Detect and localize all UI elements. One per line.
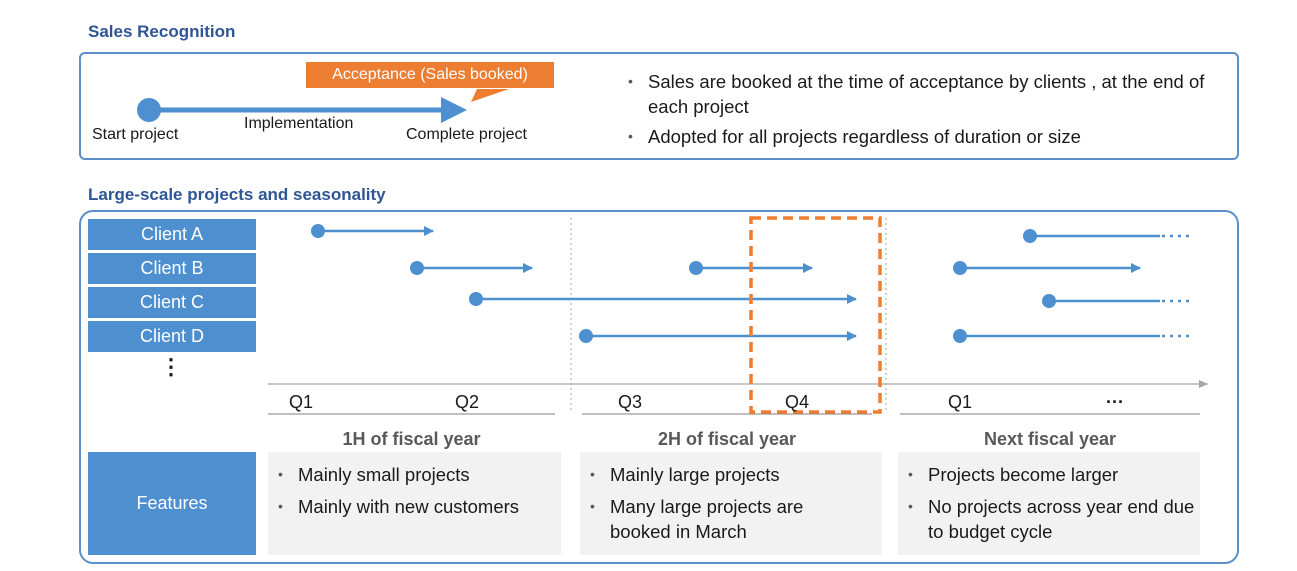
- start-project-dot: [137, 98, 161, 122]
- bullet-text: Sales are booked at the time of acceptan…: [648, 71, 1205, 117]
- client-label: Client B: [88, 253, 256, 284]
- project-start-dot: [1042, 294, 1056, 308]
- project-start-dot: [410, 261, 424, 275]
- feature-text: Mainly large projects: [610, 464, 780, 485]
- features-label: Features: [88, 452, 256, 555]
- quarter-label: Q1: [289, 392, 314, 412]
- feature-item: • No projects across year end due to budg…: [908, 494, 1200, 544]
- bullet-dot-icon: •: [590, 498, 595, 514]
- seasonality-panel: [79, 210, 1239, 564]
- quarter-label: Q1: [948, 392, 973, 412]
- project-start-dot: [689, 261, 703, 275]
- client-label: Client A: [88, 219, 256, 250]
- project-start-dot: [579, 329, 593, 343]
- project-timeline-diagram: [137, 89, 509, 123]
- bullet-dot-icon: •: [590, 466, 595, 482]
- feature-item: • Mainly with new customers: [278, 494, 561, 519]
- bullet-dot-icon: •: [628, 128, 633, 144]
- period-label: 1H of fiscal year: [342, 429, 481, 449]
- sales-recognition-title: Sales Recognition: [88, 22, 236, 41]
- feature-item: • Mainly large projects: [590, 462, 882, 487]
- project-start-dot: [953, 329, 967, 343]
- feature-item: • Mainly small projects: [278, 462, 561, 487]
- complete-project-label: Complete project: [406, 126, 527, 143]
- period-label: 2H of fiscal year: [657, 429, 797, 449]
- project-start-dot: [953, 261, 967, 275]
- bullet-dot-icon: •: [908, 466, 913, 482]
- feature-text: Mainly small projects: [298, 464, 470, 485]
- features-box-next-year: • Projects become larger • No projects acr…: [898, 452, 1200, 555]
- bullet-item: • Adopted for all projects regardless of …: [626, 124, 1226, 149]
- features-box-2h: • Mainly large projects • Many large proje…: [580, 452, 882, 555]
- quarter-label: Q3: [618, 392, 643, 412]
- feature-text: No projects across year end due to budge…: [928, 496, 1195, 542]
- bullet-dot-icon: •: [628, 73, 633, 89]
- q4-highlight-box: [749, 216, 882, 414]
- feature-text: Many large projects are booked in March: [610, 496, 804, 542]
- sales-recognition-panel: [79, 52, 1239, 160]
- acceptance-callout: Acceptance (Sales booked): [306, 62, 554, 88]
- project-start-dot: [311, 224, 325, 238]
- client-label: Client D: [88, 321, 256, 352]
- bullet-dot-icon: •: [278, 498, 283, 514]
- seasonality-title: Large-scale projects and seasonality: [88, 185, 386, 204]
- quarter-label: ···: [1106, 392, 1124, 412]
- feature-item: • Many large projects are booked in March: [590, 494, 840, 544]
- quarter-label: Q2: [455, 392, 480, 412]
- bullet-dot-icon: •: [908, 498, 913, 514]
- feature-text: Projects become larger: [928, 464, 1119, 485]
- implementation-label: Implementation: [244, 115, 354, 132]
- bullet-text: Adopted for all projects regardless of d…: [648, 126, 1081, 147]
- bullet-dot-icon: •: [278, 466, 283, 482]
- period-label: Next fiscal year: [983, 429, 1117, 449]
- feature-item: • Projects become larger: [908, 462, 1200, 487]
- client-label: Client C: [88, 287, 256, 318]
- project-start-dot: [1023, 229, 1037, 243]
- more-clients-ellipsis: ⋮: [160, 354, 182, 379]
- feature-text: Mainly with new customers: [298, 496, 520, 517]
- bullet-item: • Sales are booked at the time of accepta…: [626, 69, 1226, 119]
- start-project-label: Start project: [92, 126, 179, 143]
- project-start-dot: [469, 292, 483, 306]
- sales-recognition-bullets: • Sales are booked at the time of accepta…: [626, 69, 1226, 149]
- implementation-arrow-head: [441, 97, 467, 123]
- quarter-label: Q4: [785, 392, 810, 412]
- features-box-1h: • Mainly small projects • Mainly with new …: [268, 452, 561, 555]
- acceptance-callout-tail: [471, 89, 509, 102]
